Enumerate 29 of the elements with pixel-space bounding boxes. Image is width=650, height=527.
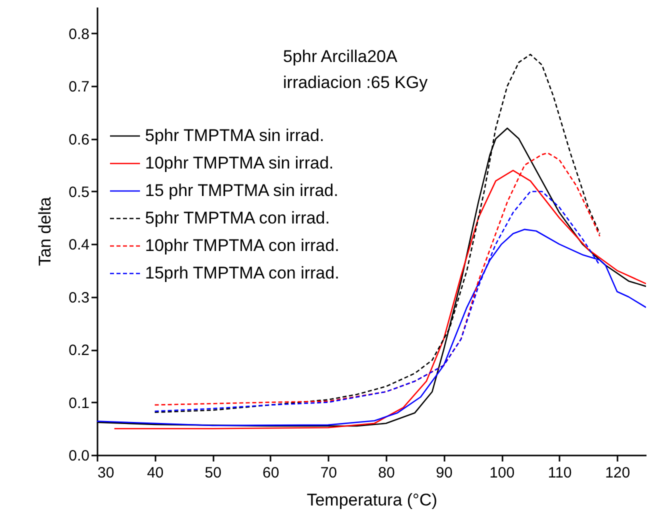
x-tick-label: 60	[262, 464, 280, 482]
y-tick-label: 0.7	[68, 78, 90, 96]
x-tick-label: 110	[548, 464, 572, 482]
annotation: 5phr Arcilla20A	[283, 47, 398, 66]
y-axis-title: Tan delta	[36, 196, 55, 266]
legend-label: 5phr TMPTMA con irrad.	[145, 208, 330, 228]
legend-label: 15 phr TMPTMA sin irrad.	[145, 181, 338, 200]
annotation: irradiacion :65 KGy	[283, 73, 428, 92]
legend-label: 10phr TMPTMA con irrad.	[145, 236, 340, 255]
y-tick-label: 0.1	[68, 394, 90, 412]
x-tick-label: 100	[490, 464, 515, 482]
legend-label: 10phr TMPTMA sin irrad.	[145, 154, 334, 172]
legend-label: 15prh TMPTMA con irrad.	[145, 264, 340, 282]
y-tick-label: 0.2	[68, 342, 90, 360]
x-tick-label: 30	[98, 464, 114, 482]
x-axis-title: Temperatura (°C)	[306, 490, 438, 510]
x-tick-label: 80	[378, 464, 395, 482]
y-tick-label: 0.6	[68, 131, 90, 148]
x-tick-label: 40	[146, 464, 164, 482]
y-tick-label: 0.3	[68, 289, 90, 306]
y-tick-label: 0.8	[68, 26, 90, 43]
x-tick-label: 70	[320, 464, 337, 482]
x-tick-label: 120	[605, 464, 630, 482]
y-tick-label: 0.5	[68, 184, 90, 201]
legend-label: 5phr TMPTMA sin irrad.	[145, 126, 324, 145]
x-tick-label: 90	[436, 464, 453, 482]
x-tick-label: 50	[204, 464, 222, 482]
y-tick-label: 0.4	[68, 236, 90, 254]
y-tick-label: 0.0	[68, 448, 90, 464]
